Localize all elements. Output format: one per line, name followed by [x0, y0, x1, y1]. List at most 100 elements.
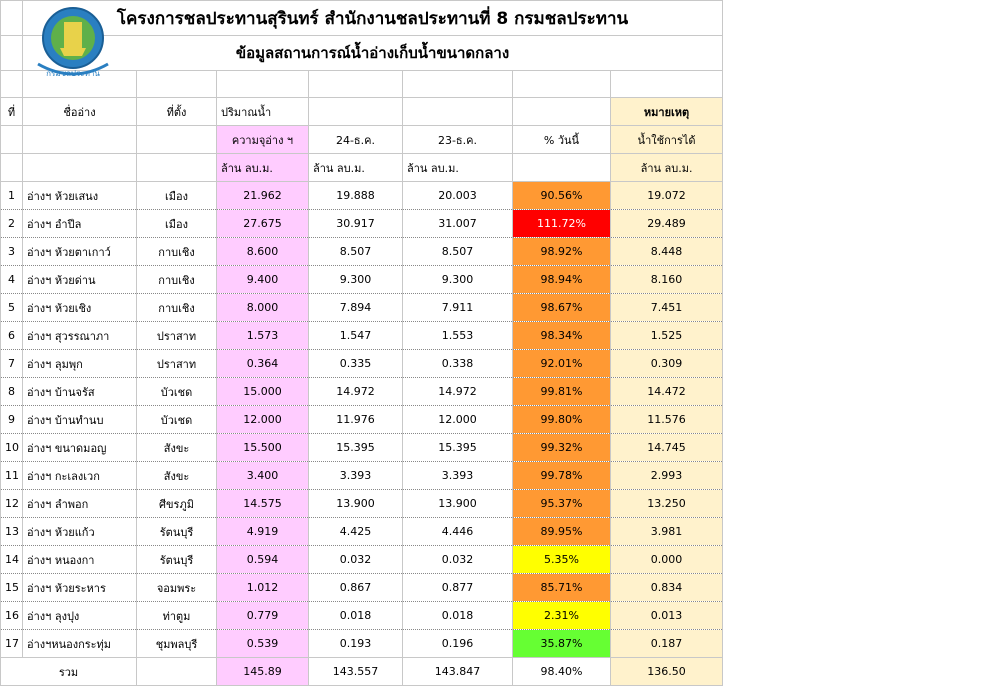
usable-cell[interactable]: 7.451 — [609, 293, 724, 322]
reservoir-location[interactable]: ชุมพลบุรี — [136, 629, 217, 658]
reservoir-name[interactable]: อ่างฯ ห้วยเสนง — [22, 181, 137, 210]
reservoir-name[interactable]: อ่างฯ บ้านจรัส — [22, 377, 137, 406]
reservoir-location[interactable]: ปราสาท — [136, 321, 217, 350]
row-number[interactable]: 13 — [0, 517, 23, 546]
percent-cell[interactable]: 89.95% — [512, 517, 611, 546]
capacity-cell[interactable]: 8.600 — [216, 237, 309, 266]
reservoir-name[interactable]: อ่างฯ ลุมพุก — [22, 349, 137, 378]
volume-date1-cell[interactable]: 0.032 — [308, 545, 403, 574]
volume-date1-cell[interactable]: 14.972 — [308, 377, 403, 406]
usable-cell[interactable]: 29.489 — [609, 209, 724, 238]
header-usable[interactable]: น้ำใช้การได้ — [609, 125, 724, 154]
volume-date1-cell[interactable]: 19.888 — [308, 181, 403, 210]
reservoir-location[interactable]: กาบเชิง — [136, 237, 217, 266]
usable-cell[interactable]: 0.000 — [609, 545, 724, 574]
volume-date2-cell[interactable]: 31.007 — [402, 209, 513, 238]
total-capacity[interactable]: 145.89 — [216, 657, 309, 686]
volume-date2-cell[interactable]: 20.003 — [402, 181, 513, 210]
capacity-cell[interactable]: 15.500 — [216, 433, 309, 462]
volume-date1-cell[interactable]: 0.018 — [308, 601, 403, 630]
capacity-cell[interactable]: 0.779 — [216, 601, 309, 630]
reservoir-location[interactable]: สังขะ — [136, 461, 217, 490]
row-number[interactable]: 17 — [0, 629, 23, 658]
header-location[interactable]: ที่ตั้ง — [136, 97, 217, 126]
total-pct[interactable]: 98.40% — [512, 657, 611, 686]
percent-cell[interactable]: 35.87% — [512, 629, 611, 658]
percent-cell[interactable]: 98.92% — [512, 237, 611, 266]
percent-cell[interactable]: 99.81% — [512, 377, 611, 406]
header-date2[interactable]: 23-ธ.ค. — [402, 125, 513, 154]
percent-cell[interactable]: 99.32% — [512, 433, 611, 462]
percent-cell[interactable]: 90.56% — [512, 181, 611, 210]
usable-cell[interactable]: 0.013 — [609, 601, 724, 630]
volume-date2-cell[interactable]: 7.911 — [402, 293, 513, 322]
row-number[interactable]: 3 — [0, 237, 23, 266]
header-volume[interactable]: ปริมาณน้ำ — [216, 97, 309, 126]
reservoir-location[interactable]: ท่าตูม — [136, 601, 217, 630]
usable-cell[interactable]: 0.187 — [609, 629, 724, 658]
usable-cell[interactable]: 0.309 — [609, 349, 724, 378]
capacity-cell[interactable]: 0.594 — [216, 545, 309, 574]
percent-cell[interactable]: 92.01% — [512, 349, 611, 378]
reservoir-name[interactable]: อ่างฯ ห้วยตาเกาว์ — [22, 237, 137, 266]
volume-date2-cell[interactable]: 15.395 — [402, 433, 513, 462]
percent-cell[interactable]: 99.78% — [512, 461, 611, 490]
row-number[interactable]: 8 — [0, 377, 23, 406]
reservoir-location[interactable]: เมือง — [136, 181, 217, 210]
capacity-cell[interactable]: 15.000 — [216, 377, 309, 406]
capacity-cell[interactable]: 3.400 — [216, 461, 309, 490]
percent-cell[interactable]: 5.35% — [512, 545, 611, 574]
reservoir-name[interactable]: อ่างฯ สุวรรณาภา — [22, 321, 137, 350]
percent-cell[interactable]: 98.94% — [512, 265, 611, 294]
percent-cell[interactable]: 85.71% — [512, 573, 611, 602]
reservoir-location[interactable]: บัวเชด — [136, 405, 217, 434]
capacity-cell[interactable]: 9.400 — [216, 265, 309, 294]
capacity-cell[interactable]: 21.962 — [216, 181, 309, 210]
percent-cell[interactable]: 111.72% — [512, 209, 611, 238]
capacity-cell[interactable]: 1.573 — [216, 321, 309, 350]
volume-date2-cell[interactable]: 1.553 — [402, 321, 513, 350]
percent-cell[interactable]: 99.80% — [512, 405, 611, 434]
header-unit-date2[interactable]: ล้าน ลบ.ม. — [402, 153, 513, 182]
percent-cell[interactable]: 98.34% — [512, 321, 611, 350]
volume-date2-cell[interactable]: 13.900 — [402, 489, 513, 518]
capacity-cell[interactable]: 12.000 — [216, 405, 309, 434]
volume-date1-cell[interactable]: 9.300 — [308, 265, 403, 294]
usable-cell[interactable]: 2.993 — [609, 461, 724, 490]
reservoir-location[interactable]: สังขะ — [136, 433, 217, 462]
row-number[interactable]: 4 — [0, 265, 23, 294]
volume-date1-cell[interactable]: 8.507 — [308, 237, 403, 266]
usable-cell[interactable]: 0.834 — [609, 573, 724, 602]
row-number[interactable]: 12 — [0, 489, 23, 518]
usable-cell[interactable]: 14.745 — [609, 433, 724, 462]
capacity-cell[interactable]: 27.675 — [216, 209, 309, 238]
reservoir-name[interactable]: อ่างฯ ห้วยระหาร — [22, 573, 137, 602]
volume-date1-cell[interactable]: 7.894 — [308, 293, 403, 322]
reservoir-name[interactable]: อ่างฯหนองกระทุ่ม — [22, 629, 137, 658]
usable-cell[interactable]: 8.448 — [609, 237, 724, 266]
page-title[interactable]: โครงการชลประทานสุรินทร์ สำนักงานชลประทาน… — [21, 0, 724, 36]
reservoir-name[interactable]: อ่างฯ กะเลงเวก — [22, 461, 137, 490]
reservoir-name[interactable]: อ่างฯ บ้านทำนบ — [22, 405, 137, 434]
reservoir-name[interactable]: อ่างฯ ลุงปุง — [22, 601, 137, 630]
header-capacity[interactable]: ความจุอ่าง ฯ — [216, 125, 309, 154]
usable-cell[interactable]: 14.472 — [609, 377, 724, 406]
volume-date1-cell[interactable]: 11.976 — [308, 405, 403, 434]
reservoir-name[interactable]: อ่างฯ ขนาดมอญ — [22, 433, 137, 462]
volume-date2-cell[interactable]: 9.300 — [402, 265, 513, 294]
volume-date2-cell[interactable]: 14.972 — [402, 377, 513, 406]
usable-cell[interactable]: 11.576 — [609, 405, 724, 434]
usable-cell[interactable]: 13.250 — [609, 489, 724, 518]
capacity-cell[interactable]: 0.364 — [216, 349, 309, 378]
volume-date1-cell[interactable]: 13.900 — [308, 489, 403, 518]
row-number[interactable]: 6 — [0, 321, 23, 350]
header-unit-capacity[interactable]: ล้าน ลบ.ม. — [216, 153, 309, 182]
total-label[interactable]: รวม — [0, 657, 137, 686]
usable-cell[interactable]: 8.160 — [609, 265, 724, 294]
total-date1[interactable]: 143.557 — [308, 657, 403, 686]
reservoir-name[interactable]: อ่างฯ ลำพอก — [22, 489, 137, 518]
reservoir-location[interactable]: ศีขรภูมิ — [136, 489, 217, 518]
percent-cell[interactable]: 2.31% — [512, 601, 611, 630]
volume-date1-cell[interactable]: 15.395 — [308, 433, 403, 462]
reservoir-name[interactable]: อ่างฯ หนองกา — [22, 545, 137, 574]
